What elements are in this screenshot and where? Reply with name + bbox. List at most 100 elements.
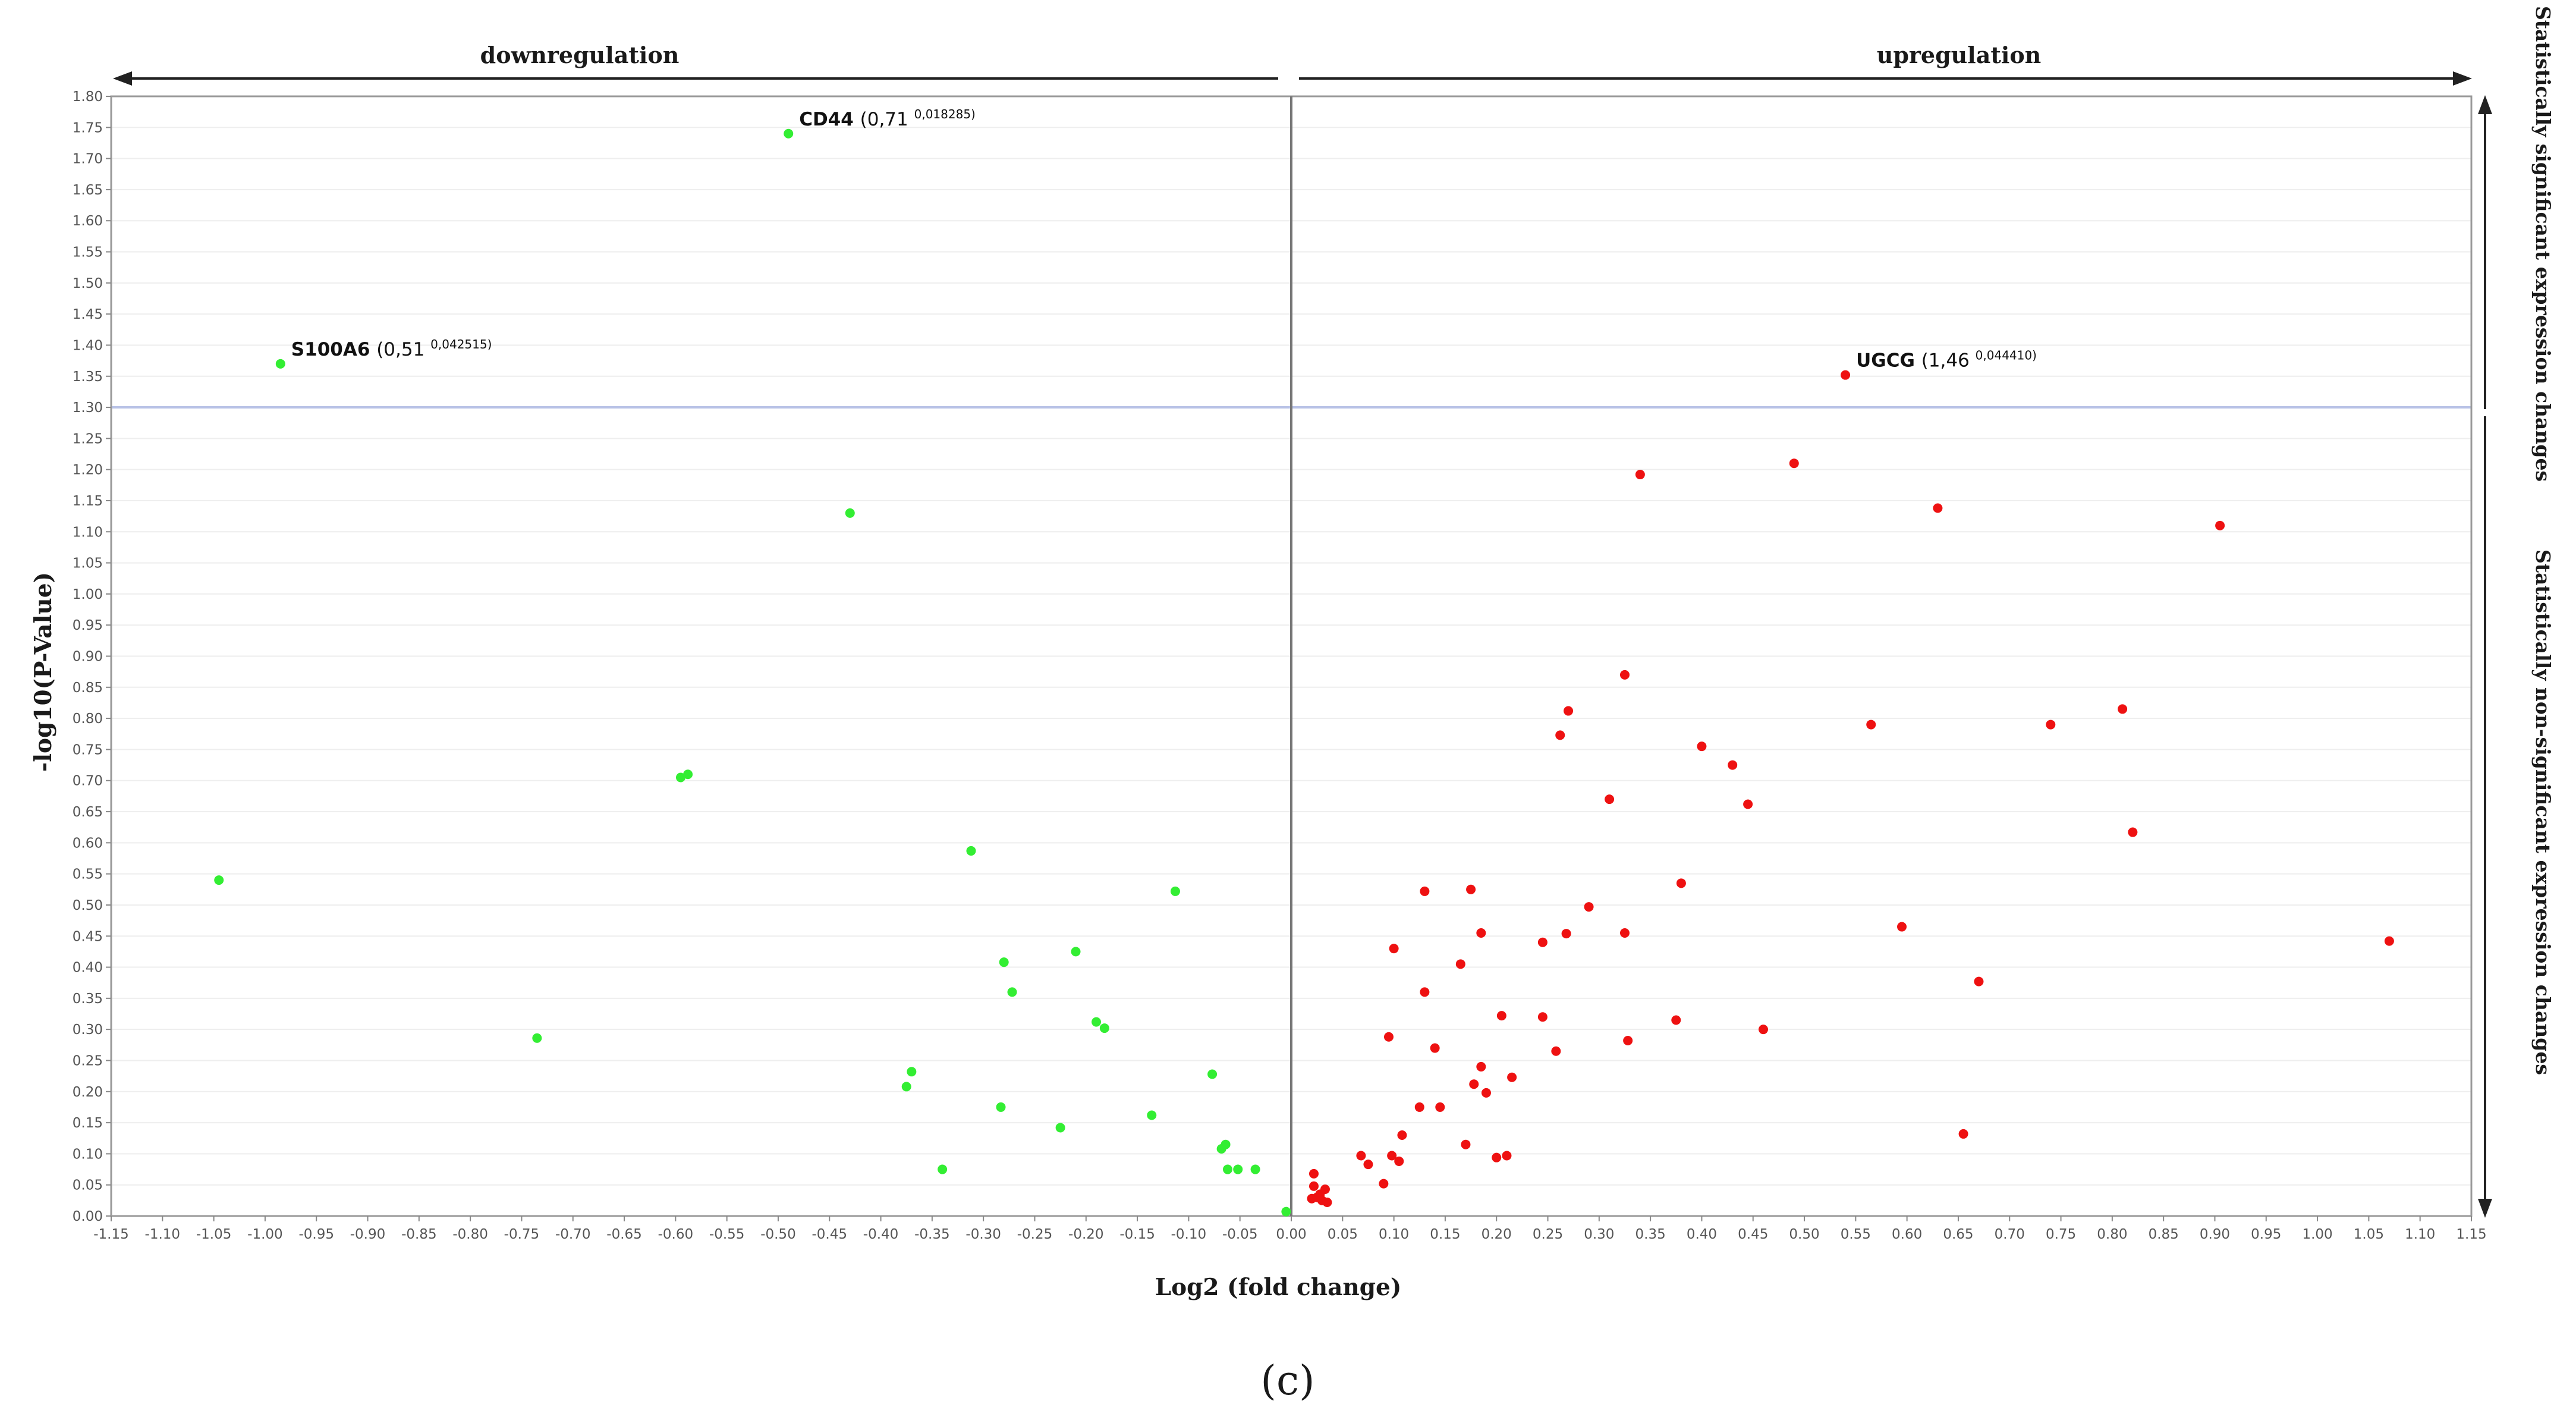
x-tick-label: 0.00 bbox=[1276, 1227, 1306, 1242]
x-tick-label: 0.55 bbox=[1841, 1227, 1871, 1242]
region-labels: downregulation upregulation Statisticall… bbox=[113, 6, 2555, 1218]
y-tick-label: 0.25 bbox=[73, 1053, 103, 1069]
downregulation-arrowhead bbox=[113, 71, 132, 86]
data-point bbox=[1507, 1072, 1517, 1082]
x-tick-label: -0.35 bbox=[914, 1227, 950, 1242]
x-tick-label: 0.45 bbox=[1738, 1227, 1768, 1242]
data-point bbox=[1455, 959, 1465, 969]
data-point bbox=[1170, 886, 1180, 896]
x-tick-label: -1.00 bbox=[247, 1227, 283, 1242]
x-tick-label: 0.90 bbox=[2200, 1227, 2230, 1242]
data-point bbox=[1222, 1164, 1232, 1174]
data-point bbox=[1619, 928, 1630, 938]
y-tick-label: 1.80 bbox=[73, 89, 103, 105]
y-tick-label: 0.70 bbox=[73, 774, 103, 789]
data-point bbox=[1623, 1035, 1633, 1045]
y-tick-label: 1.40 bbox=[73, 338, 103, 353]
data-point bbox=[1537, 937, 1548, 947]
x-tick-label: -0.15 bbox=[1119, 1227, 1155, 1242]
x-tick-label: -0.05 bbox=[1222, 1227, 1258, 1242]
y-tick-label: 1.35 bbox=[73, 369, 103, 385]
data-point bbox=[1055, 1123, 1065, 1133]
gene-annotation: CD44 (0,71 0,018285) bbox=[799, 107, 976, 130]
y-axis-label: -log10(P-Value) bbox=[30, 572, 57, 772]
data-point bbox=[1312, 1192, 1322, 1202]
data-point bbox=[1728, 760, 1738, 770]
y-tick-label: 0.40 bbox=[73, 960, 103, 976]
y-tick-label: 1.00 bbox=[73, 587, 103, 602]
data-point bbox=[275, 359, 285, 369]
x-tick-label: 0.35 bbox=[1635, 1227, 1666, 1242]
y-tick-label: 0.75 bbox=[73, 742, 103, 758]
data-point bbox=[1502, 1151, 1512, 1161]
upregulation-arrowhead bbox=[2453, 71, 2472, 86]
data-point bbox=[1841, 370, 1851, 380]
x-tick-label: 0.50 bbox=[1789, 1227, 1819, 1242]
data-point bbox=[1420, 886, 1430, 896]
data-point bbox=[1397, 1130, 1407, 1140]
x-tick-label: 0.70 bbox=[1995, 1227, 2025, 1242]
x-tick-label: -0.65 bbox=[606, 1227, 642, 1242]
y-tick-label: 0.45 bbox=[73, 929, 103, 944]
data-point bbox=[1233, 1164, 1243, 1174]
data-point bbox=[907, 1067, 917, 1077]
data-point bbox=[1216, 1144, 1226, 1154]
x-tick-label: -0.10 bbox=[1171, 1227, 1207, 1242]
significant-bracket-arrowhead bbox=[2478, 95, 2492, 114]
x-tick-label: 0.25 bbox=[1533, 1227, 1563, 1242]
y-tick-label: 1.65 bbox=[73, 183, 103, 198]
data-point bbox=[1605, 794, 1615, 805]
x-tick-label: -0.25 bbox=[1017, 1227, 1053, 1242]
y-tick-label: 1.55 bbox=[73, 245, 103, 260]
data-point bbox=[1635, 470, 1645, 480]
y-tick-label: 1.60 bbox=[73, 213, 103, 229]
y-tick-label: 1.25 bbox=[73, 431, 103, 447]
x-tick-label: 0.85 bbox=[2149, 1227, 2179, 1242]
data-point bbox=[1469, 1079, 1479, 1089]
x-tick-label: 0.40 bbox=[1687, 1227, 1717, 1242]
y-tick-label: 0.65 bbox=[73, 805, 103, 820]
x-axis-ticks: -1.15 -1.10 -1.05 -1.00 -0.95 -0.90 -0.85 -0.80… bbox=[93, 1216, 2487, 1242]
data-point bbox=[1676, 878, 1686, 888]
non-significant-region-label: Statistically non-significant expression… bbox=[2531, 549, 2555, 1075]
x-tick-label: 0.65 bbox=[1943, 1227, 1973, 1242]
data-point bbox=[966, 846, 976, 856]
y-tick-label: 1.50 bbox=[73, 276, 103, 291]
x-tick-label: 0.20 bbox=[1482, 1227, 1512, 1242]
y-tick-label: 1.70 bbox=[73, 152, 103, 167]
data-point bbox=[1897, 922, 1907, 932]
data-point bbox=[1466, 884, 1476, 894]
y-tick-label: 0.10 bbox=[73, 1146, 103, 1162]
x-tick-label: -1.10 bbox=[145, 1227, 181, 1242]
data-point bbox=[2046, 720, 2056, 730]
y-tick-label: 1.05 bbox=[73, 556, 103, 571]
data-point bbox=[1476, 1061, 1486, 1072]
data-point bbox=[1481, 1088, 1491, 1098]
x-tick-label: -0.30 bbox=[965, 1227, 1001, 1242]
data-point bbox=[1492, 1152, 1502, 1162]
y-tick-label: 0.80 bbox=[73, 711, 103, 727]
x-tick-label: 0.60 bbox=[1892, 1227, 1922, 1242]
data-point bbox=[1461, 1139, 1471, 1149]
y-tick-label: 0.90 bbox=[73, 649, 103, 665]
data-point bbox=[1387, 1151, 1397, 1161]
y-tick-label: 1.10 bbox=[73, 524, 103, 540]
x-tick-label: 0.30 bbox=[1584, 1227, 1614, 1242]
data-point bbox=[1584, 902, 1594, 912]
data-point bbox=[1564, 706, 1574, 716]
x-tick-label: -0.80 bbox=[452, 1227, 488, 1242]
data-point bbox=[1394, 1156, 1404, 1166]
data-point bbox=[1743, 799, 1753, 809]
y-tick-label: 0.95 bbox=[73, 618, 103, 633]
y-tick-label: 0.85 bbox=[73, 680, 103, 696]
data-point bbox=[2128, 827, 2138, 837]
x-tick-label: -0.55 bbox=[709, 1227, 745, 1242]
x-tick-label: -0.95 bbox=[298, 1227, 334, 1242]
x-tick-label: -0.85 bbox=[401, 1227, 437, 1242]
data-point bbox=[1092, 1017, 1102, 1027]
data-point bbox=[999, 957, 1009, 967]
y-tick-label: 0.50 bbox=[73, 898, 103, 913]
data-point bbox=[2118, 704, 2128, 714]
y-tick-label: 1.45 bbox=[73, 307, 103, 322]
data-point bbox=[1551, 1046, 1561, 1056]
